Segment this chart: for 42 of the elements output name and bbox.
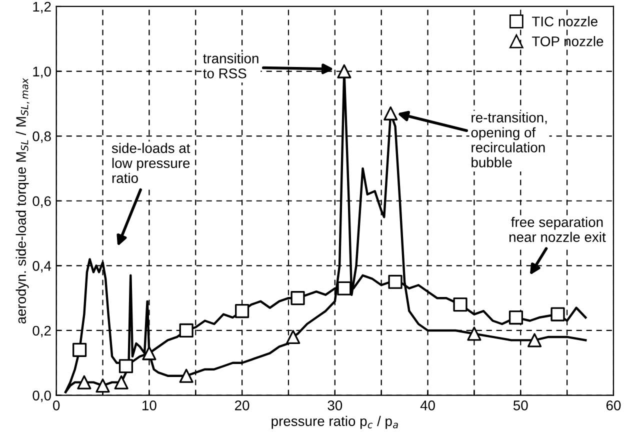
annotation: side-loads at low pressure ratio xyxy=(112,142,190,184)
point xyxy=(142,346,156,360)
x-tick-label: 20 xyxy=(235,400,250,410)
point xyxy=(77,375,92,390)
x-tick-label: 60 xyxy=(606,400,621,410)
x-axis-title: pressure ratio p$_{c}$ / p$_{a}$ xyxy=(272,416,398,429)
point xyxy=(467,326,482,341)
legend-label: TOP nozzle xyxy=(532,36,604,46)
point xyxy=(96,378,110,393)
x-tick-label: 50 xyxy=(513,400,528,410)
point xyxy=(286,330,300,344)
point xyxy=(114,375,128,390)
point xyxy=(550,307,565,322)
x-tick-label: 40 xyxy=(420,400,435,410)
point xyxy=(388,274,402,289)
annotation: transition to RSS xyxy=(203,53,258,78)
annotation: re-transition, opening of recirculation bubble xyxy=(471,112,547,168)
point xyxy=(337,281,352,296)
y-tick-label: 0,0 xyxy=(32,390,51,402)
point xyxy=(179,368,194,383)
x-tick-label: 30 xyxy=(328,400,342,410)
x-tick-label: 10 xyxy=(142,400,156,410)
point xyxy=(453,298,468,312)
point xyxy=(179,323,194,338)
y-tick-label: 1,2 xyxy=(33,2,51,14)
x-tick-label: 0 xyxy=(53,400,60,410)
legend-label: TIC nozzle xyxy=(532,16,598,26)
point xyxy=(235,304,250,318)
y-tick-label: 1,0 xyxy=(33,66,51,78)
point xyxy=(508,310,524,325)
annotation: free separation near nozzle exit xyxy=(509,216,606,242)
point xyxy=(384,106,398,120)
y-tick-label: 0,6 xyxy=(32,196,51,208)
point xyxy=(528,333,542,348)
point xyxy=(290,291,305,306)
point xyxy=(118,359,134,374)
y-tick-label: 0,4 xyxy=(32,261,52,272)
point xyxy=(72,342,87,357)
point xyxy=(337,64,352,78)
y-tick-label: 0,2 xyxy=(32,326,51,338)
y-tick-label: 0,8 xyxy=(32,131,51,143)
y-axis-title: aerodyn. side-load torque M$_{SL}$ / M$_{SL,max}$ xyxy=(16,78,30,324)
